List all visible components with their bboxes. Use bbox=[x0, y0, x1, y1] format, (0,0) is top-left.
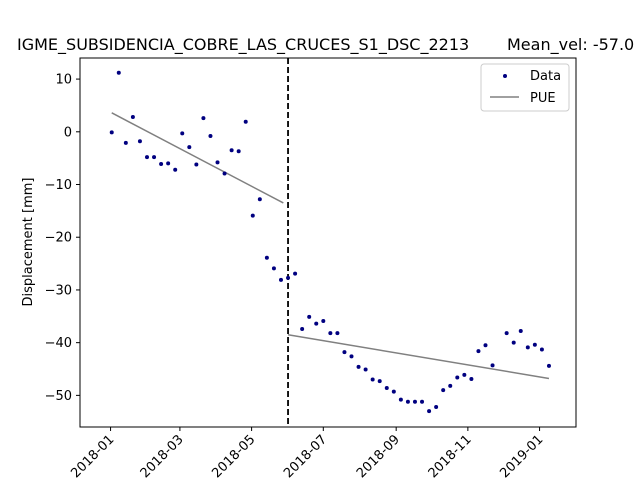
data-point bbox=[137, 139, 142, 144]
data-point bbox=[286, 275, 291, 280]
data-point bbox=[504, 331, 509, 336]
data-point bbox=[278, 277, 283, 282]
data-point bbox=[229, 148, 234, 153]
data-point bbox=[236, 149, 241, 154]
x-tick-label: 2018-09 bbox=[354, 432, 403, 480]
data-point bbox=[377, 379, 382, 384]
data-point bbox=[180, 131, 185, 136]
data-point bbox=[243, 119, 248, 124]
data-point bbox=[264, 255, 269, 260]
data-points bbox=[109, 70, 551, 414]
y-tick-label: 10 bbox=[55, 73, 72, 88]
data-point bbox=[539, 347, 544, 352]
data-point bbox=[194, 162, 199, 167]
chart-title: IGME_SUBSIDENCIA_COBRE_LAS_CRUCES_S1_DSC… bbox=[17, 35, 469, 55]
data-point bbox=[434, 404, 439, 409]
data-point bbox=[462, 372, 467, 377]
data-point bbox=[144, 155, 149, 160]
data-point bbox=[448, 383, 453, 388]
data-point bbox=[307, 314, 312, 319]
data-point bbox=[405, 399, 410, 404]
data-point bbox=[116, 70, 121, 75]
y-tick-label: −40 bbox=[45, 336, 72, 351]
data-point bbox=[455, 375, 460, 380]
data-point bbox=[546, 363, 551, 368]
data-point bbox=[257, 197, 262, 202]
data-point bbox=[427, 409, 432, 414]
x-tick-label: 2018-07 bbox=[281, 432, 330, 480]
data-point bbox=[166, 161, 171, 166]
data-point bbox=[123, 140, 128, 145]
data-point bbox=[250, 213, 255, 218]
data-point bbox=[476, 349, 481, 354]
data-point bbox=[525, 345, 530, 350]
plot-frame bbox=[79, 57, 577, 428]
legend-data-label: Data bbox=[530, 69, 561, 84]
data-point bbox=[201, 116, 206, 121]
data-point bbox=[208, 134, 213, 139]
data-point bbox=[300, 326, 305, 331]
data-point bbox=[328, 331, 333, 336]
data-point bbox=[271, 266, 276, 271]
data-point bbox=[159, 161, 164, 166]
x-tick-label: 2018-05 bbox=[209, 432, 258, 480]
legend-fit-label: PUE bbox=[530, 91, 556, 106]
data-point bbox=[370, 377, 375, 382]
chart-subtitle: Mean_vel: -57.0 bbox=[507, 35, 634, 55]
data-point bbox=[483, 343, 488, 348]
data-point bbox=[356, 364, 361, 369]
legend-data-marker bbox=[503, 74, 507, 78]
legend-box bbox=[480, 63, 570, 112]
plot-area bbox=[79, 57, 577, 428]
y-tick-label: −20 bbox=[45, 231, 72, 246]
fit-line-segment bbox=[111, 112, 284, 204]
x-tick-label: 2018-03 bbox=[138, 432, 187, 480]
data-point bbox=[335, 331, 340, 336]
data-point bbox=[441, 388, 446, 393]
data-point bbox=[391, 389, 396, 394]
data-point bbox=[215, 160, 220, 165]
data-point bbox=[469, 377, 474, 382]
y-tick-label: −50 bbox=[45, 389, 72, 404]
x-axis: 2018-01 2018-03 2018-05 2018-07 2018-09 2018-… bbox=[68, 427, 546, 480]
data-point bbox=[349, 354, 354, 359]
data-point bbox=[321, 319, 326, 324]
data-point bbox=[293, 271, 298, 276]
data-point bbox=[363, 367, 368, 372]
legend: Data PUE bbox=[480, 63, 570, 112]
data-point bbox=[412, 399, 417, 404]
data-point bbox=[152, 155, 157, 160]
data-point bbox=[518, 329, 523, 334]
y-axis-label: Displacement [mm] bbox=[21, 178, 36, 307]
x-tick-label: 2018-11 bbox=[426, 432, 475, 480]
data-point bbox=[420, 399, 425, 404]
data-point bbox=[109, 130, 114, 135]
data-point bbox=[173, 167, 178, 172]
fit-line-segment bbox=[287, 334, 550, 380]
data-point bbox=[130, 115, 135, 120]
data-point bbox=[314, 321, 319, 326]
y-tick-label: −30 bbox=[45, 283, 72, 298]
y-tick-label: 0 bbox=[64, 125, 72, 140]
data-point bbox=[532, 342, 537, 347]
data-point bbox=[511, 340, 516, 345]
x-tick-label: 2019-01 bbox=[497, 432, 546, 480]
data-point bbox=[490, 363, 495, 368]
data-point bbox=[187, 145, 192, 150]
data-point bbox=[398, 397, 403, 402]
y-tick-label: −10 bbox=[45, 178, 72, 193]
x-tick-label: 2018-01 bbox=[68, 432, 117, 480]
data-point bbox=[222, 171, 227, 176]
fit-lines bbox=[111, 112, 550, 380]
data-point bbox=[342, 350, 347, 355]
y-axis: 10 0 −10 −20 −30 −40 −50 bbox=[45, 73, 80, 404]
data-point bbox=[384, 385, 389, 390]
